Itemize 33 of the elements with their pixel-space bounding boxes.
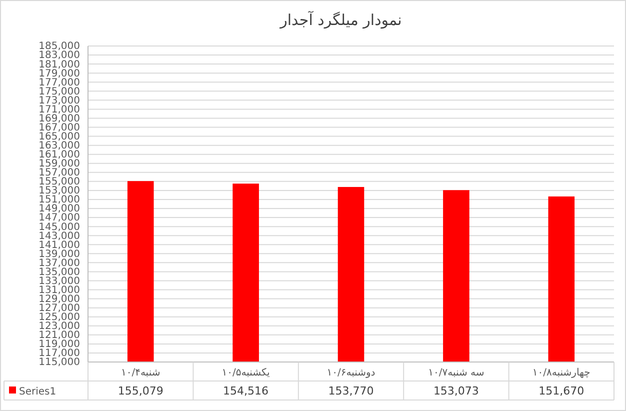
y-tick-label: 167,000: [38, 122, 80, 134]
y-tick-label: 177,000: [38, 77, 80, 88]
y-tick-label: 173,000: [38, 95, 80, 106]
chart-title: نمودار میلگرد آجدار: [279, 10, 402, 29]
data-label: 153,073: [433, 384, 479, 398]
y-tick-label: 139,000: [38, 248, 80, 260]
y-tick-label: 129,000: [38, 294, 80, 305]
data-label: 155,079: [118, 384, 164, 398]
y-tick-label: 147,000: [38, 212, 80, 224]
y-tick-label: 143,000: [38, 230, 80, 242]
y-tick-label: 131,000: [38, 284, 80, 296]
y-tick-label: 169,000: [38, 113, 80, 124]
y-tick-label: 183,000: [38, 50, 80, 62]
data-label: 153,770: [328, 384, 374, 398]
data-label: 154,516: [223, 384, 269, 398]
x-tick-label: سه شنبه۱۰/۷: [428, 368, 484, 378]
y-tick-label: 135,000: [38, 266, 80, 278]
y-tick-label: 133,000: [38, 276, 80, 287]
y-tick-label: 175,000: [38, 86, 80, 98]
y-tick-label: 141,000: [38, 240, 80, 251]
y-tick-label: 145,000: [38, 222, 80, 233]
x-tick-label: یکشنبه۱۰/۵: [222, 368, 270, 378]
data-label: 151,670: [538, 384, 584, 398]
y-tick-label: 165,000: [38, 131, 80, 142]
y-tick-label: 171,000: [38, 104, 80, 116]
y-tick-label: 115,000: [38, 357, 80, 368]
y-tick-label: 179,000: [38, 68, 80, 80]
y-tick-label: 137,000: [38, 258, 80, 269]
x-tick-label: دوشنبه۱۰/۶: [326, 368, 376, 378]
y-tick-label: 181,000: [38, 59, 80, 70]
legend-label: Series1: [19, 386, 56, 398]
x-tick-label: شنبه۱۰/۴: [120, 368, 160, 378]
x-tick-label: چهارشنبه۱۰/۸: [532, 368, 590, 378]
